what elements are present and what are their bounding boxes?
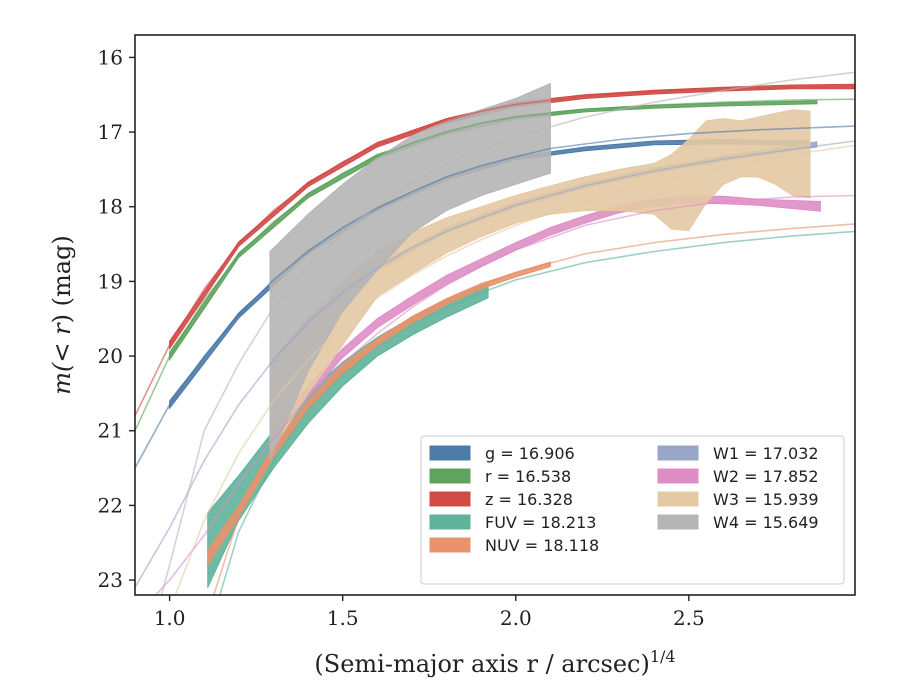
uncertainty-bands	[169, 82, 855, 588]
legend-item-r: r = 16.538	[429, 467, 571, 486]
x-axis-label-power: 1/4	[650, 647, 676, 666]
legend-label: W4 = 15.649	[713, 513, 819, 532]
y-tick-label: 22	[98, 493, 123, 517]
y-tick-label: 18	[98, 195, 123, 219]
legend-item-FUV: FUV = 18.213	[429, 513, 596, 532]
band-W3	[269, 109, 811, 455]
legend-swatch	[429, 491, 471, 507]
legend-box	[420, 435, 845, 585]
model-curves	[135, 71, 855, 595]
y-tick-label: 23	[98, 568, 123, 592]
model-curve-z	[135, 85, 855, 417]
model-curve-FUV	[218, 230, 855, 595]
legend-item-W1: W1 = 17.032	[657, 444, 819, 463]
model-curve-W2	[154, 194, 855, 595]
plot-frame	[134, 34, 856, 596]
legend-label: r = 16.538	[485, 467, 571, 486]
y-axis-label-suffix: ) (mag)	[48, 235, 76, 323]
legend: g = 16.906 r = 16.538 z = 16.328 FUV = 18.2…	[420, 435, 845, 585]
legend-swatch	[429, 514, 471, 530]
legend-label: g = 16.906	[485, 444, 575, 463]
legend-label: NUV = 18.118	[485, 536, 599, 555]
model-curve-NUV	[212, 223, 855, 595]
legend-swatch	[429, 468, 471, 484]
legend-label: W3 = 15.939	[713, 490, 819, 509]
legend-item-g: g = 16.906	[429, 444, 575, 463]
legend-item-W3: W3 = 15.939	[657, 490, 819, 509]
y-tick-label: 21	[98, 419, 123, 443]
y-axis-ticks: 16 17 18 19 20 21 22 23	[98, 45, 135, 592]
legend-swatch	[429, 445, 471, 461]
x-tick-label: 2.0	[500, 606, 532, 630]
model-curve-W1	[135, 140, 855, 588]
y-axis-label: m(< r) (mag)	[48, 235, 76, 395]
y-tick-label: 17	[98, 120, 123, 144]
model-curve-W4	[160, 71, 855, 595]
legend-swatch	[657, 491, 699, 507]
legend-item-W4: W4 = 15.649	[657, 513, 819, 532]
legend-item-NUV: NUV = 18.118	[429, 536, 599, 555]
x-axis-ticks: 1.0 1.5 2.0 2.5	[154, 595, 705, 630]
model-curve-W3	[174, 144, 855, 595]
y-axis-label-prefix: m(	[48, 362, 76, 395]
legend-label: W2 = 17.852	[713, 467, 819, 486]
legend-swatch	[657, 445, 699, 461]
y-tick-label: 19	[98, 269, 123, 293]
legend-item-W2: W2 = 17.852	[657, 467, 819, 486]
legend-swatch	[429, 537, 471, 553]
legend-label: W1 = 17.032	[713, 444, 819, 463]
legend-swatch	[657, 468, 699, 484]
x-tick-label: 2.5	[673, 606, 705, 630]
model-curve-g	[135, 125, 855, 469]
y-tick-label: 16	[98, 45, 123, 69]
legend-item-z: z = 16.328	[429, 490, 573, 509]
y-axis-label-mid: < r	[48, 322, 76, 363]
band-W4	[269, 82, 551, 461]
x-tick-label: 1.5	[327, 606, 359, 630]
legend-label: z = 16.328	[485, 490, 573, 509]
x-tick-label: 1.0	[154, 606, 186, 630]
legend-label: FUV = 18.213	[485, 513, 596, 532]
y-tick-label: 20	[98, 344, 123, 368]
model-curve-r	[135, 98, 855, 432]
band-z	[169, 83, 855, 351]
band-W2	[269, 195, 821, 448]
legend-swatch	[657, 514, 699, 530]
x-axis-label: (Semi-major axis r / arcsec)1/4	[314, 647, 675, 678]
